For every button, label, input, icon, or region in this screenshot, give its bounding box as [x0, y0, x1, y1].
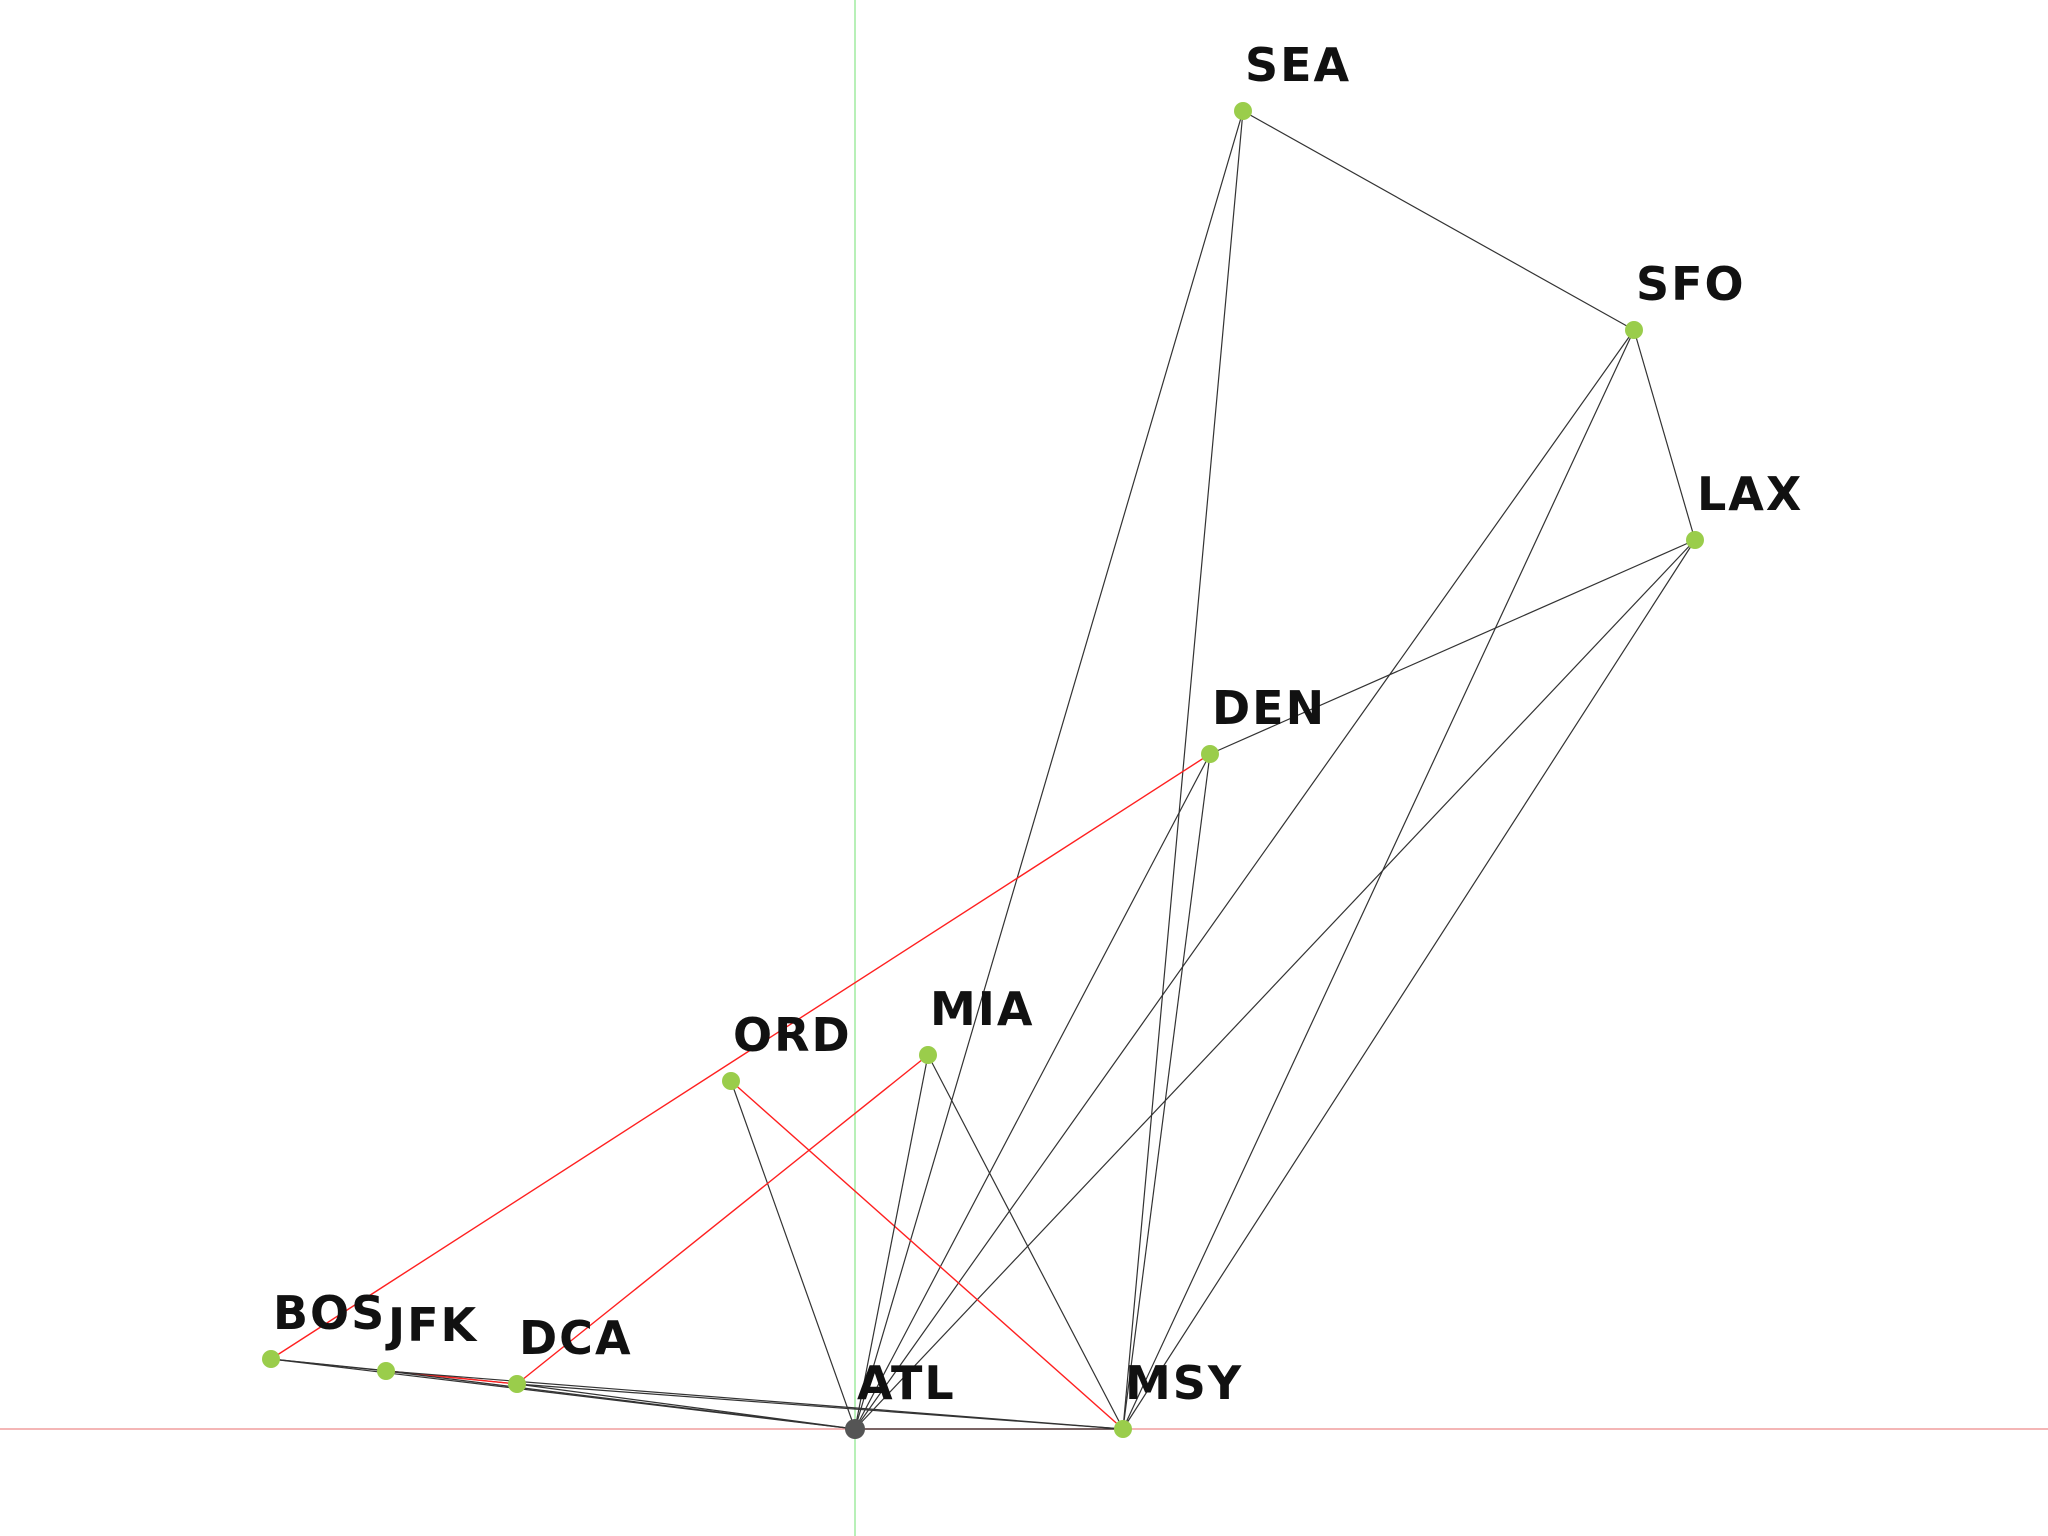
node-label-jfk: JFK [385, 1298, 479, 1352]
node-sea[interactable] [1234, 102, 1252, 120]
node-label-bos: BOS [273, 1286, 386, 1340]
edge-sfo-atl [854, 329, 1635, 1430]
edge-sfo-lax [1633, 329, 1696, 541]
labels-layer: SEA SFO LAX DEN ORD MIA BOS JFK DCA ATL MSY [273, 38, 1803, 1410]
node-label-msy: MSY [1125, 1356, 1243, 1410]
edge-lax-den [1209, 539, 1696, 755]
node-label-lax: LAX [1697, 467, 1803, 521]
node-label-mia: MIA [930, 982, 1035, 1036]
edge-ord-atl [730, 1080, 856, 1430]
edge-den-msy [1122, 753, 1211, 1430]
edge-den-bos [270, 753, 1211, 1360]
edge-mia-msy [927, 1054, 1124, 1430]
node-jfk[interactable] [377, 1362, 395, 1380]
edge-den-atl [854, 753, 1211, 1430]
edge-sea-atl [854, 110, 1244, 1430]
node-lax[interactable] [1686, 531, 1704, 549]
edge-sfo-msy [1122, 329, 1635, 1430]
node-label-den: DEN [1212, 681, 1326, 735]
edge-ord-msy [730, 1080, 1124, 1430]
edge-sea-sfo [1242, 110, 1635, 331]
node-ord[interactable] [722, 1072, 740, 1090]
node-label-sea: SEA [1245, 38, 1351, 92]
node-label-sfo: SFO [1636, 257, 1746, 311]
node-den[interactable] [1201, 745, 1219, 763]
edge-sea-msy [1122, 110, 1244, 1430]
node-label-atl: ATL [857, 1356, 956, 1410]
edge-mia-dca [516, 1054, 929, 1385]
node-dca[interactable] [508, 1375, 526, 1393]
edge-mia-atl [854, 1054, 929, 1430]
edge-lax-msy [1122, 539, 1696, 1430]
node-label-dca: DCA [519, 1311, 633, 1365]
node-label-ord: ORD [733, 1008, 852, 1062]
nodes-layer [262, 102, 1704, 1439]
node-mia[interactable] [919, 1046, 937, 1064]
edges-layer [270, 110, 1696, 1430]
edge-lax-atl [854, 539, 1696, 1430]
node-sfo[interactable] [1625, 321, 1643, 339]
node-bos[interactable] [262, 1350, 280, 1368]
edge-jfk-atl [385, 1370, 856, 1430]
edge-dca-atl [516, 1383, 856, 1430]
edge-dca-msy [516, 1383, 1124, 1430]
node-atl[interactable] [845, 1419, 865, 1439]
node-msy[interactable] [1114, 1420, 1132, 1438]
